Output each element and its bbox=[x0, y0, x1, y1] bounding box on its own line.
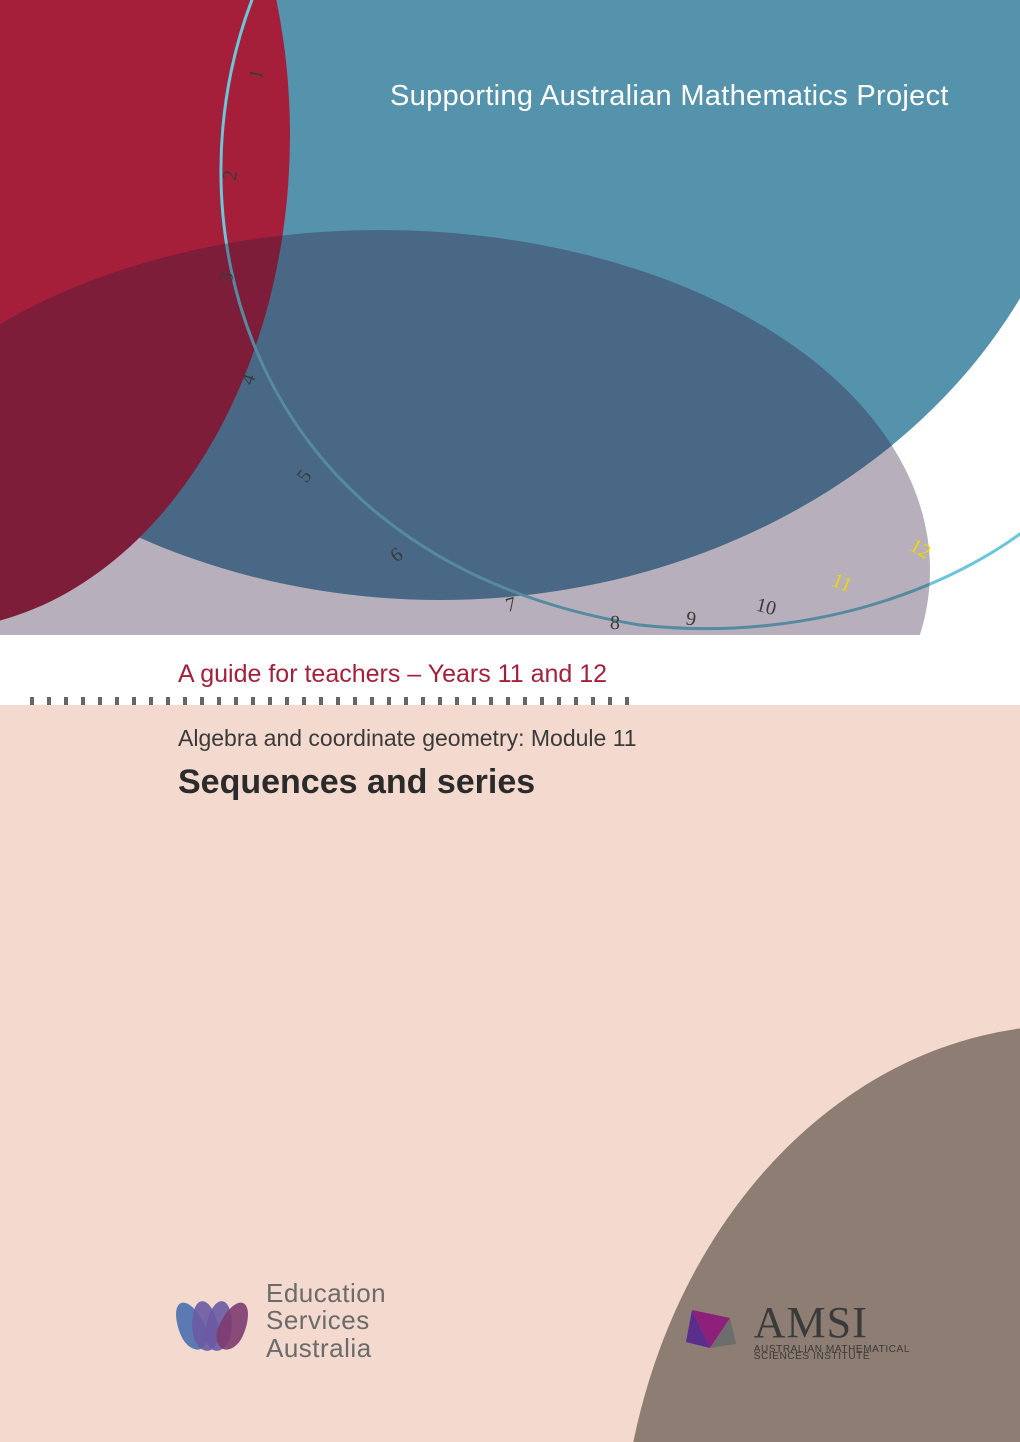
lower-panel: Algebra and coordinate geometry: Module … bbox=[0, 705, 1020, 1442]
esa-line2: Services bbox=[266, 1307, 386, 1334]
esa-text: Education Services Australia bbox=[266, 1280, 386, 1362]
logo-esa: Education Services Australia bbox=[178, 1280, 386, 1362]
page-root: Supporting Australian Mathematics Projec… bbox=[0, 0, 1020, 1442]
amsi-text: AMSI AUSTRALIAN MATHEMATICAL SCIENCES IN… bbox=[754, 1297, 910, 1362]
hero-graphic: Supporting Australian Mathematics Projec… bbox=[0, 0, 1020, 635]
esa-lotus-icon bbox=[178, 1291, 248, 1351]
document-title: Sequences and series bbox=[178, 763, 535, 802]
amsi-word: AMSI bbox=[754, 1297, 910, 1348]
amsi-prism-icon bbox=[682, 1304, 740, 1356]
esa-line1: Education bbox=[266, 1280, 386, 1307]
logo-row: Education Services Australia AMSI AUSTRA… bbox=[0, 1222, 1020, 1442]
subtitle: A guide for teachers – Years 11 and 12 bbox=[178, 660, 607, 689]
project-title: Supporting Australian Mathematics Projec… bbox=[390, 80, 949, 113]
logo-amsi: AMSI AUSTRALIAN MATHEMATICAL SCIENCES IN… bbox=[682, 1297, 910, 1362]
esa-line3: Australia bbox=[266, 1335, 386, 1362]
module-line: Algebra and coordinate geometry: Module … bbox=[178, 725, 637, 752]
dotted-rule bbox=[30, 697, 630, 705]
